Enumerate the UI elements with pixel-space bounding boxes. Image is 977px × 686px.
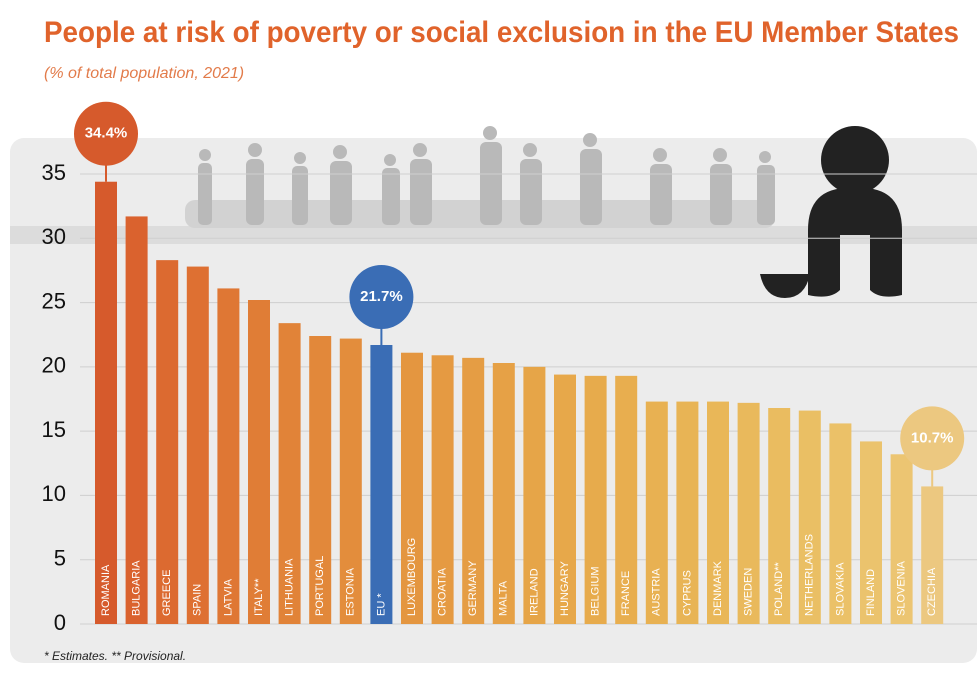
callout-circle: [900, 406, 965, 471]
x-tick-label: ROMANIA: [100, 564, 112, 616]
footnote: * Estimates. ** Provisional.: [44, 649, 186, 663]
bar: [737, 402, 760, 624]
x-tick-label: CZECHIA: [926, 567, 938, 616]
x-tick-label: LUXEMBOURG: [406, 538, 418, 616]
x-tick-label: BELGIUM: [590, 566, 602, 616]
y-tick-label: 30: [42, 224, 66, 249]
x-tick-label: NETHERLANDS: [804, 534, 816, 616]
bar: [768, 408, 791, 624]
y-tick-label: 10: [42, 481, 66, 506]
bar: [798, 410, 821, 624]
y-tick-label: 25: [42, 288, 66, 313]
x-tick-label: GREECE: [161, 570, 173, 616]
value-label: 10.7%: [911, 429, 954, 446]
callout-circle: [349, 265, 414, 329]
bar: [401, 352, 423, 624]
callout-circle: [74, 101, 138, 166]
value-label: 34.4%: [85, 125, 128, 142]
x-tick-label: BULGARIA: [131, 560, 143, 616]
sad-person-icon: [760, 126, 902, 298]
y-tick-label: 15: [42, 417, 66, 442]
value-label: 21.7%: [360, 288, 403, 305]
bar: [645, 401, 668, 624]
silhouettes: [185, 126, 775, 228]
x-tick-label: ESTONIA: [345, 567, 357, 616]
y-tick-label: 20: [42, 353, 66, 378]
x-tick-label: SLOVENIA: [896, 560, 908, 616]
x-tick-label: FRANCE: [620, 571, 632, 616]
x-tick-label: IRELAND: [528, 568, 540, 616]
bar: [860, 441, 882, 624]
bar: [95, 181, 117, 624]
bar: [829, 423, 852, 624]
bar: [217, 288, 240, 624]
bar: [431, 355, 454, 624]
x-tick-label: AUSTRIA: [651, 568, 663, 616]
x-tick-label: POLAND**: [773, 561, 785, 616]
bar: [921, 486, 944, 624]
band: [10, 226, 977, 244]
bar: [462, 357, 485, 624]
bar: [890, 454, 913, 624]
bar: [554, 374, 576, 624]
x-tick-label: HUNGARY: [559, 561, 571, 616]
bar: [370, 345, 393, 624]
bar: [309, 336, 332, 624]
x-tick-label: CROATIA: [437, 567, 449, 616]
y-tick-label: 5: [54, 546, 66, 571]
x-tick-label: CYPRUS: [681, 570, 693, 616]
x-tick-label: EU *: [375, 593, 387, 616]
chart-title: People at risk of poverty or social excl…: [44, 16, 959, 49]
y-tick-label: 35: [42, 160, 66, 185]
x-tick-label: MALTA: [498, 580, 510, 616]
x-tick-label: LITHUANIA: [284, 558, 296, 616]
bar: [186, 266, 209, 624]
bar: [676, 401, 699, 624]
bar: [615, 375, 638, 624]
bar: [523, 366, 546, 624]
x-tick-label: FINLAND: [865, 569, 877, 616]
bar: [156, 260, 179, 624]
x-tick-label: SWEDEN: [743, 568, 755, 616]
x-tick-label: DENMARK: [712, 560, 724, 616]
x-tick-label: SLOVAKIA: [834, 562, 846, 616]
x-tick-label: GERMANY: [467, 560, 479, 616]
x-tick-label: ITALY**: [253, 578, 265, 616]
bar: [584, 375, 607, 624]
y-tick-label: 0: [54, 610, 66, 635]
chart-subtitle: (% of total population, 2021): [44, 65, 244, 82]
x-tick-label: LATVIA: [222, 578, 234, 616]
x-tick-label: PORTUGAL: [314, 556, 326, 616]
bar: [707, 401, 729, 624]
bar: [278, 323, 301, 624]
bar: [492, 363, 515, 624]
bar: [125, 216, 148, 624]
bar: [339, 338, 362, 624]
bar: [248, 300, 270, 624]
x-tick-label: SPAIN: [192, 584, 204, 616]
